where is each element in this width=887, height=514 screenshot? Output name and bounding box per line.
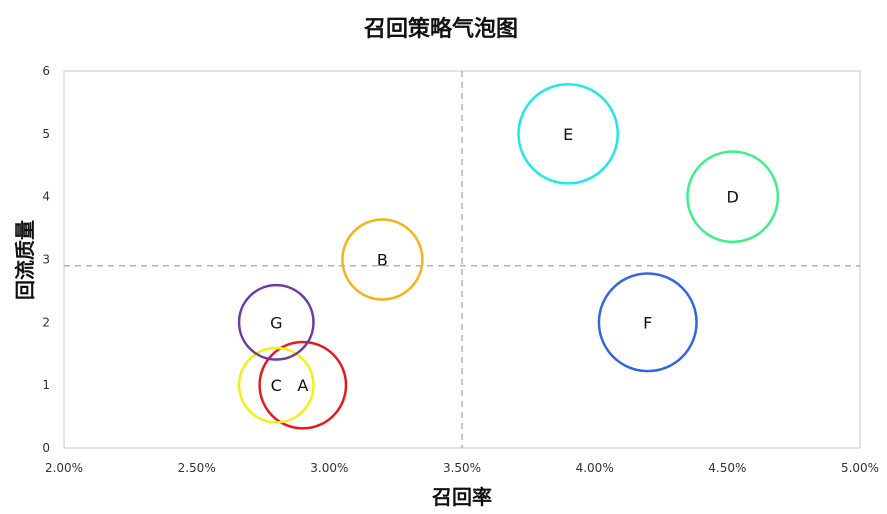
chart-title: 召回策略气泡图 bbox=[363, 16, 518, 42]
bubble-label-f: F bbox=[643, 313, 652, 332]
x-tick-label: 3.50% bbox=[443, 461, 481, 475]
x-tick-label: 4.00% bbox=[576, 461, 614, 475]
x-axis-title: 召回率 bbox=[431, 485, 492, 509]
bubble-label-e: E bbox=[563, 125, 573, 144]
bubble-e bbox=[517, 82, 619, 185]
bubble-label-d: D bbox=[726, 188, 738, 207]
x-tick-label: 2.50% bbox=[178, 461, 216, 475]
y-tick-label: 4 bbox=[42, 190, 50, 204]
y-tick-label: 2 bbox=[42, 315, 50, 329]
x-axis-ticks: 2.00% 2.50% 3.00% 3.50% 4.00% 4.50% 5.00% bbox=[45, 461, 879, 475]
y-axis-ticks: 0 1 2 3 4 5 6 bbox=[42, 64, 50, 455]
x-tick-label: 5.00% bbox=[841, 461, 879, 475]
bubble-d bbox=[686, 150, 780, 244]
bubble-label-a: A bbox=[297, 376, 308, 395]
bubble-b bbox=[341, 218, 424, 301]
bubble-label-g: G bbox=[270, 313, 282, 332]
y-tick-label: 3 bbox=[42, 253, 50, 267]
y-tick-label: 6 bbox=[42, 64, 50, 78]
y-tick-label: 5 bbox=[42, 127, 50, 141]
bubble-a bbox=[258, 340, 348, 430]
y-axis-title: 回流质量 bbox=[13, 220, 37, 300]
reference-lines bbox=[64, 71, 860, 448]
bubble-g bbox=[237, 283, 315, 361]
bubble-c bbox=[237, 346, 315, 424]
bubble-label-c: C bbox=[271, 376, 282, 395]
y-tick-label: 1 bbox=[42, 378, 50, 392]
bubble-f bbox=[597, 272, 698, 373]
x-tick-label: 3.00% bbox=[310, 461, 348, 475]
bubbles: A B C D E F G bbox=[237, 82, 780, 430]
x-tick-label: 4.50% bbox=[708, 461, 746, 475]
bubble-label-b: B bbox=[377, 251, 388, 270]
y-tick-label: 0 bbox=[42, 441, 50, 455]
x-tick-label: 2.00% bbox=[45, 461, 83, 475]
